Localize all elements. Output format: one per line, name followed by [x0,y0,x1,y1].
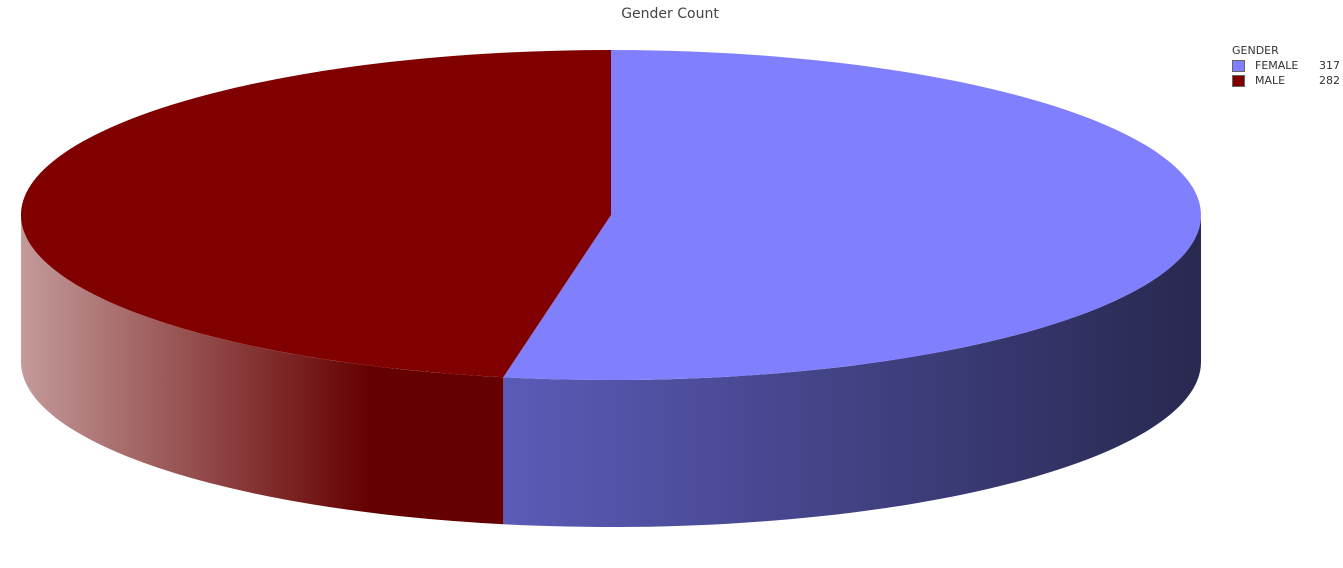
pie-side-male [21,215,504,525]
legend-title: GENDER [1232,44,1279,57]
legend-item-male: MALE 282 [1232,73,1340,88]
legend-item-female: FEMALE 317 [1232,58,1340,73]
pie-slice-female [503,50,1201,380]
pie-slice-male [20,49,611,378]
legend: GENDER FEMALE 317 MALE 282 [1232,43,1340,88]
legend-label-male: MALE [1255,74,1286,87]
legend-value-male: 282 [1319,74,1340,87]
legend-value-female: 317 [1319,59,1340,72]
pie-side-female [503,215,1201,528]
legend-swatch-male [1232,75,1245,87]
chart-title: Gender Count [621,6,719,22]
legend-swatch-female [1232,60,1245,72]
legend-label-female: FEMALE [1255,59,1299,72]
